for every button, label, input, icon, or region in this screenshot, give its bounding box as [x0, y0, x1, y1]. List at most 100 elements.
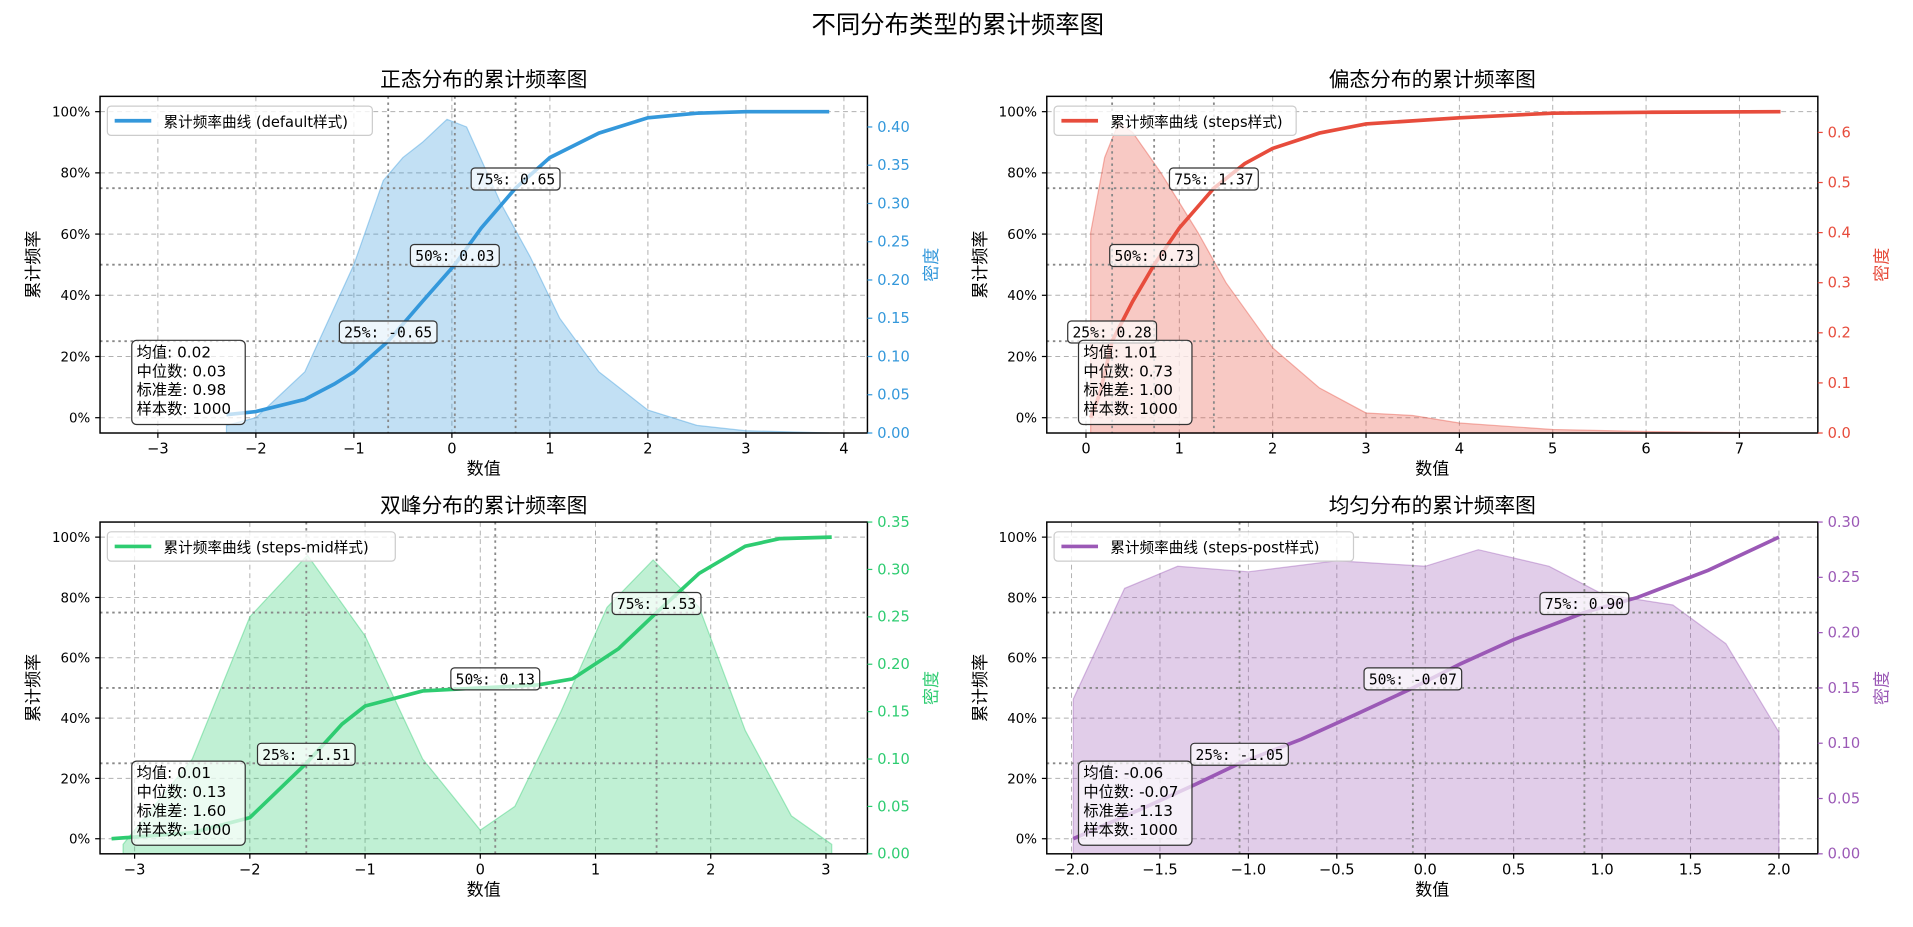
x-tick-label: 4	[1455, 441, 1464, 458]
y2-tick-label: 0.15	[877, 310, 910, 327]
suptitle: 不同分布类型的累计频率图	[811, 10, 1104, 39]
x-tick-label: 7	[1735, 441, 1744, 458]
x-tick-label: 1.0	[1590, 862, 1613, 879]
x-tick-label: 6	[1641, 441, 1650, 458]
x-tick-label: −1.0	[1231, 862, 1267, 879]
y-tick-label: 0%	[1016, 412, 1037, 427]
y2-tick-label: 0.3	[1828, 275, 1851, 292]
y-axis-label: 累计频率	[24, 654, 44, 722]
x-tick-label: 4	[839, 441, 848, 458]
quantile-label: 25%: -1.51	[262, 747, 350, 764]
quantile-label-box	[1190, 742, 1289, 766]
stats-box	[1077, 339, 1193, 426]
y2-tick-label: 0.15	[877, 704, 910, 721]
x-tick-label: 3	[1361, 441, 1370, 458]
axes-frame	[99, 95, 869, 434]
x-axis-label: 数值	[1415, 880, 1449, 900]
y2-tick-label: 0.35	[877, 157, 910, 174]
y2-tick-label: 0.2	[1828, 325, 1851, 342]
quantile-label: 50%: 0.03	[415, 248, 494, 265]
stats-line: 样本数: 1000	[1083, 821, 1177, 839]
quantile-label-box	[450, 667, 541, 691]
y2-tick-label: 0.4	[1828, 225, 1851, 242]
subplot-title: 双峰分布的累计频率图	[380, 493, 587, 517]
x-tick-label: −3	[124, 862, 146, 879]
stats-line: 中位数: 0.73	[1083, 362, 1173, 380]
density-area	[225, 118, 830, 434]
y2-tick-label: 0.20	[877, 656, 910, 673]
quantile-label: 50%: -0.07	[1369, 671, 1457, 688]
y-tick-label: 100%	[52, 531, 90, 546]
y2-tick-label: 0.15	[1828, 680, 1861, 697]
y-axis-label: 累计频率	[24, 231, 44, 299]
y2-tick-label: 0.6	[1828, 124, 1851, 141]
quantile-label: 50%: 0.73	[1115, 248, 1194, 265]
legend-box	[1053, 105, 1297, 137]
y2-tick-label: 0.05	[877, 798, 910, 815]
x-tick-label: −3	[147, 441, 169, 458]
stats-line: 标准差: 0.98	[137, 381, 227, 399]
x-tick-label: −2	[239, 862, 261, 879]
y2-tick-label: 0.10	[877, 348, 910, 365]
x-tick-label: −0.5	[1319, 862, 1355, 879]
y-tick-label: 20%	[1007, 350, 1037, 365]
quantile-label: 75%: 1.53	[617, 596, 696, 613]
x-tick-label: 2	[643, 441, 652, 458]
subplot-2: 25%: 0.28 50%: 0.73 75%: 1.37 0 1 2 3 4 5 6 7 0% 20%…	[971, 68, 1893, 480]
y2-tick-label: 0.40	[877, 119, 910, 136]
stats-line: 中位数: 0.13	[137, 783, 227, 801]
stats-box	[131, 339, 246, 426]
x-tick-label: −1.5	[1142, 862, 1178, 879]
x-tick-label: 0	[447, 441, 456, 458]
density-area	[122, 554, 833, 855]
x-tick-label: 3	[741, 441, 750, 458]
x-tick-label: 5	[1548, 441, 1557, 458]
y2-tick-label: 0.00	[1828, 846, 1861, 863]
stats-box	[1077, 760, 1193, 846]
density-area	[1072, 549, 1780, 855]
quantile-label-box	[611, 591, 702, 616]
stats-line: 标准差: 1.13	[1083, 802, 1173, 820]
y2-tick-label: 0.05	[1828, 790, 1861, 807]
y-tick-label: 80%	[1007, 591, 1037, 606]
x-tick-label: 0	[476, 862, 485, 879]
x-axis-label: 数值	[467, 459, 501, 479]
legend-box	[1053, 531, 1355, 562]
y2-axis-label: 密度	[1872, 671, 1892, 705]
x-tick-label: 0.0	[1414, 862, 1437, 879]
y2-axis-label: 密度	[1872, 248, 1892, 282]
subplot-title: 正态分布的累计频率图	[380, 68, 587, 92]
x-axis-label: 数值	[1415, 459, 1449, 479]
x-axis-label: 数值	[467, 880, 501, 900]
y2-tick-label: 0.5	[1828, 174, 1851, 191]
y2-axis-label: 密度	[922, 248, 942, 282]
y2-tick-label: 0.10	[877, 751, 910, 768]
legend-box	[106, 531, 396, 562]
y-axis-label: 累计频率	[971, 654, 991, 722]
y-tick-label: 0%	[1016, 833, 1037, 848]
axes-frame	[1046, 95, 1819, 434]
y-tick-label: 100%	[999, 531, 1037, 546]
x-tick-label: −2.0	[1054, 862, 1090, 879]
y-axis-label: 累计频率	[971, 231, 991, 299]
x-tick-label: 0	[1081, 441, 1090, 458]
y-tick-label: 60%	[1007, 228, 1037, 243]
y-tick-label: 60%	[60, 228, 90, 243]
subplot-title: 均匀分布的累计频率图	[1329, 493, 1536, 517]
x-tick-label: 2	[1268, 441, 1277, 458]
stats-line: 均值: 1.01	[1083, 343, 1157, 361]
quantile-label-box	[338, 320, 438, 344]
y2-axis-label: 密度	[922, 671, 942, 705]
quantile-label: 50%: 0.13	[456, 671, 535, 688]
y-tick-label: 100%	[52, 106, 90, 121]
x-tick-label: 1.5	[1679, 862, 1702, 879]
stats-line: 样本数: 1000	[137, 400, 231, 418]
x-tick-label: 0.5	[1502, 862, 1525, 879]
quantile-label-box	[256, 742, 356, 766]
y-tick-label: 40%	[1007, 712, 1037, 727]
quantile-label-box	[1168, 167, 1259, 191]
y-tick-label: 40%	[60, 289, 90, 304]
x-tick-label: 1	[591, 862, 600, 879]
y2-tick-label: 0.00	[877, 846, 910, 863]
